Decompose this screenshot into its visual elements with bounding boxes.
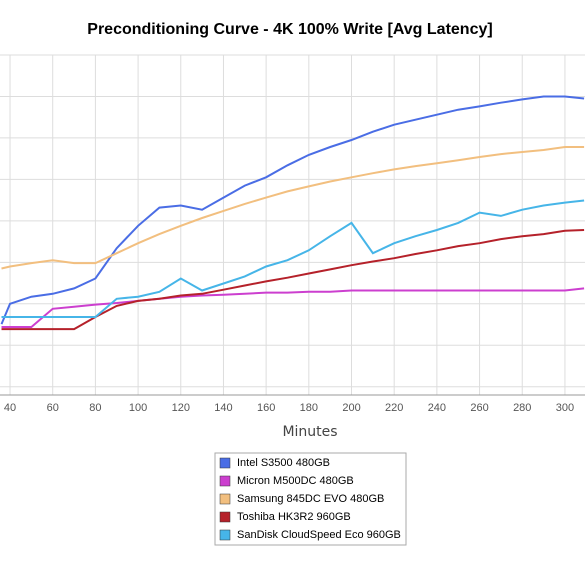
x-tick-label: 160 — [257, 402, 275, 414]
series-line — [0, 95, 585, 325]
legend-swatch — [219, 457, 231, 469]
legend-label: Samsung 845DC EVO 480GB — [237, 493, 384, 505]
legend-label: SanDisk CloudSpeed Eco 960GB — [237, 529, 401, 541]
legend-label: Intel S3500 480GB — [237, 457, 330, 469]
legend-swatch — [219, 475, 231, 487]
series-line — [1, 146, 585, 270]
x-tick-label: 280 — [513, 402, 531, 414]
x-tick-label: 100 — [129, 402, 147, 414]
legend-swatch — [219, 493, 231, 505]
chart-title: Preconditioning Curve - 4K 100% Write [A… — [87, 21, 492, 38]
x-tick-label: 220 — [385, 402, 403, 414]
legend-swatch — [219, 511, 231, 523]
x-tick-label: 120 — [172, 402, 190, 414]
x-tick-label: 200 — [342, 402, 360, 414]
x-tick-label: 140 — [214, 402, 232, 414]
x-axis-label: Minutes — [282, 424, 337, 440]
series-line — [1, 229, 585, 331]
x-tick-label: 180 — [300, 402, 318, 414]
legend-label: Micron M500DC 480GB — [237, 475, 354, 487]
x-tick-label: 240 — [428, 402, 446, 414]
series-line — [1, 199, 585, 318]
x-tick-label: 260 — [470, 402, 488, 414]
legend-swatch — [219, 529, 231, 541]
x-tick-label: 80 — [89, 402, 101, 414]
x-tick-label: 40 — [4, 402, 16, 414]
legend-box — [214, 452, 407, 546]
x-tick-label: 300 — [556, 402, 574, 414]
series-line — [1, 287, 585, 328]
legend-label: Toshiba HK3R2 960GB — [237, 511, 351, 523]
x-tick-label: 60 — [47, 402, 59, 414]
